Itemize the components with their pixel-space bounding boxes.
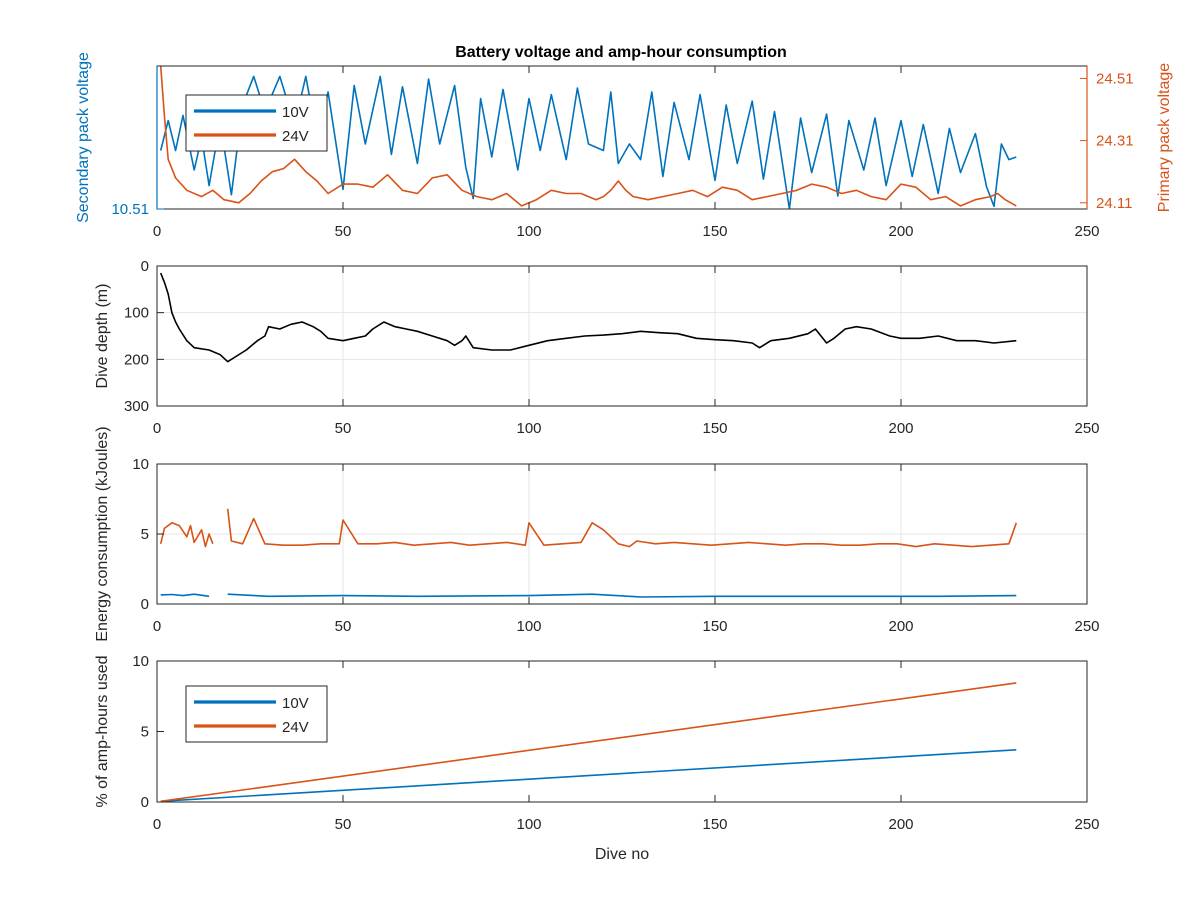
amphours-series-10v-line	[160, 749, 1017, 802]
energy-x-tick-label: 150	[702, 618, 727, 635]
energy-series-10v-line	[227, 593, 1017, 598]
depth-x-tick-label: 0	[153, 420, 161, 437]
voltage-y-right-tick-label: 24.51	[1096, 70, 1134, 87]
energy-ylabel: Energy consumption (kJoules)	[94, 426, 111, 641]
amphours-plot-area	[160, 682, 1017, 802]
depth-plot-area	[159, 272, 1017, 363]
depth-y-tick-label: 0	[141, 258, 149, 275]
voltage-x-tick-label: 0	[153, 223, 161, 240]
voltage-y-right-tick-label: 24.31	[1096, 133, 1134, 150]
amphours-y-tick-label: 0	[141, 794, 149, 811]
energy-x-tick-label: 100	[516, 618, 541, 635]
amphours-x-tick-label: 200	[888, 816, 913, 833]
depth-y-tick-label: 300	[124, 398, 149, 415]
voltage-y-right-tick-label: 24.11	[1096, 195, 1132, 212]
voltage-legend-box	[185, 94, 328, 152]
depth-x-tick-label: 150	[702, 420, 727, 437]
depth-x-tick-label: 250	[1074, 420, 1099, 437]
amphours-x-tick-label: 50	[335, 816, 352, 833]
energy-x-tick-label: 250	[1074, 618, 1099, 635]
voltage-x-tick-label: 50	[335, 223, 352, 240]
voltage-legend-label-24v: 24V	[282, 128, 309, 145]
depth-x-tick-label: 100	[516, 420, 541, 437]
voltage-y-tick-label: 10.51	[111, 201, 149, 218]
amphours-x-tick-label: 250	[1074, 816, 1099, 833]
energy-y-tick-label: 0	[141, 596, 149, 613]
depth-ylabel: Dive depth (m)	[94, 284, 111, 389]
energy-y-tick-label: 10	[132, 456, 149, 473]
amphours-xlabel: Dive no	[595, 846, 649, 863]
voltage-x-tick-label: 100	[516, 223, 541, 240]
amphours-x-tick-label: 100	[516, 816, 541, 833]
chart-title: Battery voltage and amp-hour consumption	[455, 44, 787, 61]
voltage-x-tick-label: 200	[888, 223, 913, 240]
voltage-ylabel-right: Primary pack voltage	[1156, 63, 1173, 212]
amphours-series-24v-line	[160, 682, 1017, 802]
amphours-x-tick-label: 0	[153, 816, 161, 833]
amphours-y-tick-label: 5	[141, 724, 149, 741]
voltage-series-24v-line	[159, 66, 1017, 207]
energy-series-24v-line	[226, 508, 1018, 548]
amphours-x-tick-label: 150	[702, 816, 727, 833]
amphours-legend-label-10v: 10V	[282, 695, 309, 712]
amphours-legend-label-24v: 24V	[282, 719, 309, 736]
amphours-ylabel: % of amp-hours used	[94, 655, 111, 807]
voltage-x-tick-label: 150	[702, 223, 727, 240]
amphours-y-tick-label: 10	[132, 653, 149, 670]
depth-y-tick-label: 200	[124, 351, 149, 368]
energy-series-24v-line	[159, 521, 214, 548]
depth-axes-box	[156, 265, 1088, 407]
voltage-x-tick-label: 250	[1074, 223, 1099, 240]
energy-x-tick-label: 200	[888, 618, 913, 635]
energy-y-tick-label: 5	[141, 526, 149, 543]
energy-series-10v-line	[160, 593, 210, 598]
voltage-ylabel-left: Secondary pack voltage	[75, 52, 92, 223]
energy-x-tick-label: 50	[335, 618, 352, 635]
energy-plot-area	[159, 508, 1018, 598]
depth-y-tick-label: 100	[124, 305, 149, 322]
energy-x-tick-label: 0	[153, 618, 161, 635]
depth-x-tick-label: 200	[888, 420, 913, 437]
depth-series-line-line	[159, 272, 1017, 363]
amphours-legend-box	[185, 685, 328, 743]
voltage-legend-label-10v: 10V	[282, 104, 309, 121]
depth-x-tick-label: 50	[335, 420, 352, 437]
